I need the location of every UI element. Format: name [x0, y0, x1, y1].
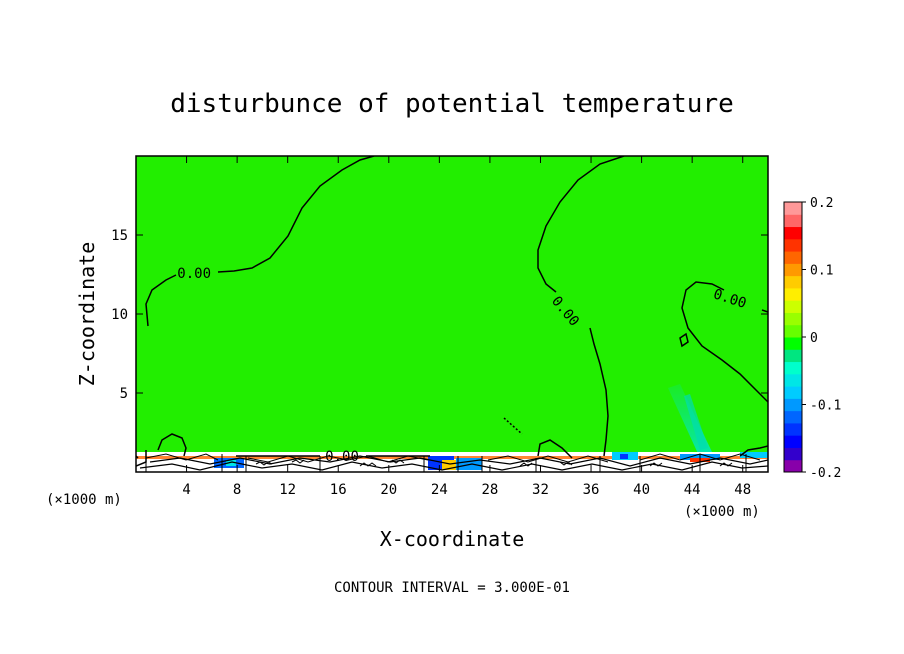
colorbar-swatch — [784, 349, 802, 363]
colorbar-ticks: 0.2 0.1 0 -0.1 -0.2 — [802, 196, 841, 481]
contour-dash — [503, 417, 523, 435]
colorbar-swatch — [784, 324, 802, 338]
colorbar-swatch — [784, 251, 802, 264]
colorbar-tick-label: -0.2 — [810, 466, 841, 481]
x-tick-label: 12 — [279, 482, 296, 498]
colorbar-swatch — [784, 459, 802, 473]
colorbar-swatch — [784, 337, 802, 350]
surface-band — [136, 452, 768, 472]
colorbar-swatch — [784, 361, 802, 375]
y-tick-label: 15 — [111, 228, 128, 244]
x-tick-label: 20 — [380, 482, 397, 498]
contour-left — [145, 156, 375, 327]
contour-middle — [537, 156, 625, 457]
x-tick-label: 36 — [583, 482, 600, 498]
contour-loop-small — [679, 332, 689, 348]
x-tick-label: 32 — [532, 482, 549, 498]
x-tick-label: 4 — [182, 482, 190, 498]
colorbar-tick-label: 0 — [810, 331, 818, 346]
contour-interval-note: CONTOUR INTERVAL = 3.000E-01 — [334, 580, 570, 596]
contour-right-low — [739, 445, 768, 457]
x-unit-left: (×1000 m) — [46, 492, 122, 508]
contour-label: 0.00 — [177, 266, 211, 282]
colorbar-swatch — [784, 435, 802, 448]
colorbar — [784, 202, 802, 473]
colorbar-swatch — [784, 447, 802, 461]
x-axis-ticks: 4 8 12 16 20 24 28 32 36 40 44 48 — [182, 156, 751, 498]
contour-label: 0.00 — [325, 449, 359, 465]
y-tick-label: 5 — [120, 386, 128, 402]
x-unit-right: (×1000 m) — [684, 504, 760, 520]
chart-title: disturbunce of potential temperature — [170, 89, 734, 119]
colorbar-tick-label: 0.1 — [810, 264, 833, 279]
y-axis-ticks: 5 10 15 — [111, 228, 768, 402]
colorbar-swatch — [784, 373, 802, 387]
contour-right — [681, 281, 768, 403]
colorbar-swatch — [784, 226, 802, 240]
x-tick-label: 48 — [734, 482, 751, 498]
colorbar-swatch — [784, 398, 802, 412]
colorbar-swatch — [784, 275, 802, 289]
colorbar-swatch — [784, 214, 802, 228]
x-tick-label: 16 — [330, 482, 347, 498]
colorbar-swatch — [784, 422, 802, 436]
x-tick-label: 44 — [684, 482, 701, 498]
x-axis-title: X-coordinate — [380, 527, 525, 551]
anomaly-plume-core — [684, 394, 708, 450]
x-tick-label: 24 — [431, 482, 448, 498]
colorbar-swatch — [784, 287, 802, 301]
colorbar-swatch — [784, 312, 802, 326]
x-tick-label: 28 — [481, 482, 498, 498]
field-background — [136, 156, 768, 472]
contour-bump-left — [157, 433, 187, 457]
colorbar-swatch — [784, 410, 802, 424]
y-axis-title: Z-coordinate — [75, 242, 99, 387]
colorbar-swatch — [784, 263, 802, 277]
colorbar-swatch — [784, 202, 802, 215]
contour-right-upper — [761, 309, 768, 313]
colorbar-tick-label: 0.2 — [810, 196, 833, 211]
colorbar-tick-label: -0.1 — [810, 399, 841, 414]
contour-bump-mid — [537, 439, 573, 459]
x-tick-label: 40 — [633, 482, 650, 498]
field-layer: 0.000.00 0.000.00 — [136, 156, 768, 472]
y-tick-label: 10 — [111, 307, 128, 323]
colorbar-swatch — [784, 300, 802, 313]
colorbar-swatch — [784, 386, 802, 399]
contour-lines — [136, 156, 768, 467]
colorbar-swatch — [784, 238, 802, 252]
x-tick-label: 8 — [233, 482, 241, 498]
